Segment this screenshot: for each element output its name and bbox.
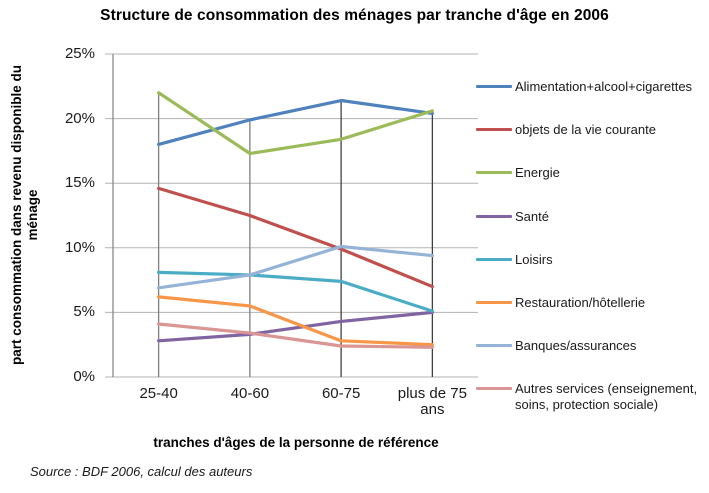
series-line bbox=[157, 98, 434, 147]
source-note: Source : BDF 2006, calcul des auteurs bbox=[30, 464, 253, 479]
legend: Alimentation+alcool+cigarettes objets de … bbox=[476, 66, 707, 412]
legend-label: Banques/assurances bbox=[515, 338, 637, 354]
series-line bbox=[157, 295, 434, 347]
legend-line-swatch bbox=[476, 300, 512, 304]
x-tick-label: plus de 75 ans bbox=[397, 385, 467, 418]
legend-label: Santé bbox=[515, 208, 549, 224]
legend-line-swatch bbox=[476, 85, 512, 88]
series-line bbox=[157, 270, 434, 313]
y-tick-label: 20% bbox=[64, 109, 95, 127]
y-tick-label: 5% bbox=[73, 303, 95, 321]
legend-label: Energie bbox=[515, 165, 560, 181]
y-tick-label: 25% bbox=[64, 45, 95, 62]
legend-label: Alimentation+alcool+cigarettes bbox=[515, 79, 693, 94]
legend-line-swatch bbox=[476, 257, 512, 261]
legend-line-swatch bbox=[476, 344, 512, 348]
x-tick-label: 60-75 bbox=[321, 385, 361, 402]
legend-item: Energie bbox=[476, 152, 707, 195]
legend-line-swatch bbox=[476, 387, 512, 391]
legend-label: Restauration/hôtellerie bbox=[515, 294, 646, 310]
legend-line-swatch bbox=[476, 214, 512, 218]
legend-item: Restauration/hôtellerie bbox=[476, 282, 707, 325]
x-tick-label: 25-40 bbox=[139, 385, 178, 402]
legend-line-swatch bbox=[476, 171, 512, 175]
x-tick-label: 40-60 bbox=[230, 385, 270, 402]
x-axis-title: tranches d'âges de la personne de référe… bbox=[153, 435, 439, 450]
legend-label: objets de la vie courante bbox=[515, 122, 656, 138]
series-line bbox=[157, 186, 434, 289]
y-axis-title: part consommation dans revenu disponible… bbox=[9, 64, 40, 366]
legend-label: Loisirs bbox=[515, 251, 553, 267]
y-tick-label: 10% bbox=[64, 238, 95, 256]
series-line bbox=[157, 310, 434, 343]
series-line bbox=[157, 244, 434, 290]
y-tick-label: 15% bbox=[64, 174, 95, 192]
legend-line-swatch bbox=[476, 128, 512, 132]
legend-item: Alimentation+alcool+cigarettes bbox=[476, 66, 707, 109]
series-line bbox=[157, 91, 434, 156]
legend-label: Autres services (enseignement, soins, pr… bbox=[515, 381, 698, 412]
legend-item: objets de la vie courante bbox=[476, 109, 707, 152]
series-line bbox=[157, 322, 434, 349]
y-tick-label: 0% bbox=[73, 368, 95, 385]
legend-item: Banques/assurances bbox=[476, 325, 707, 368]
legend-item: Autres services (enseignement, soins, pr… bbox=[476, 368, 707, 412]
chart-title: Structure de consommation des ménages pa… bbox=[100, 7, 609, 24]
legend-item: Santé bbox=[476, 196, 707, 239]
legend-item: Loisirs bbox=[476, 239, 707, 282]
